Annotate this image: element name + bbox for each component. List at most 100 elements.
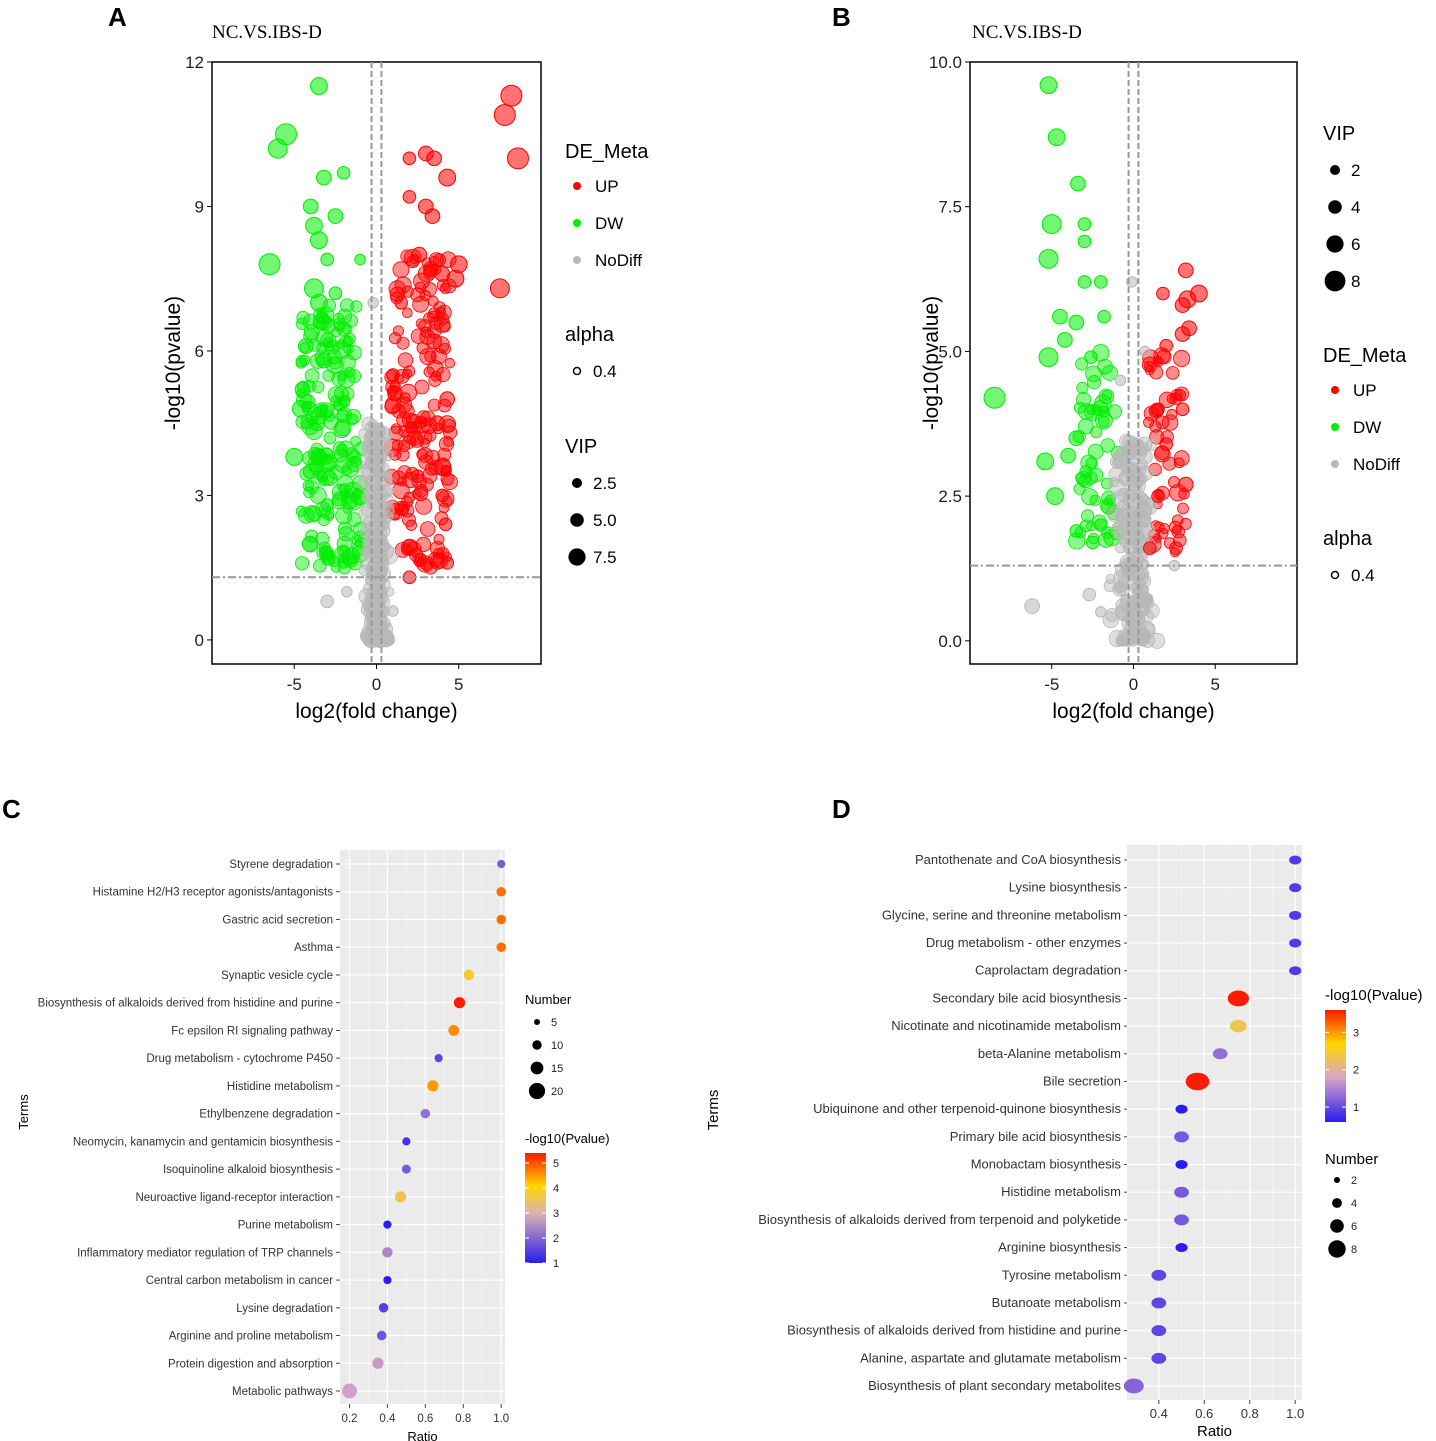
enrichment-dot	[1185, 1072, 1210, 1091]
enrichment-dot	[1289, 938, 1302, 948]
point-dw	[336, 165, 351, 180]
point-nodiff	[1108, 467, 1123, 482]
point-nodiff	[1115, 598, 1129, 612]
point-nodiff	[1105, 574, 1116, 585]
legend-color-bar	[525, 1153, 546, 1263]
enrichment-dot	[420, 1108, 431, 1119]
point-dw	[1075, 357, 1089, 371]
x-axis-label: Ratio	[1197, 1423, 1232, 1440]
point-up	[1159, 338, 1173, 353]
point-up	[1152, 355, 1163, 366]
x-tick-label: -5	[287, 675, 302, 694]
point-up	[397, 476, 407, 487]
point-nodiff	[1112, 582, 1127, 597]
enrichment-dot	[382, 1247, 393, 1258]
point-dw	[332, 491, 348, 507]
point-up	[412, 552, 427, 567]
point-dw	[295, 357, 307, 369]
plot-background	[1127, 845, 1302, 1400]
enrichment-dots	[342, 859, 506, 1399]
legend-size-swatch	[572, 478, 582, 488]
point-up	[1158, 523, 1170, 534]
point-dw	[320, 498, 334, 512]
legend-size-swatch	[1330, 1219, 1344, 1233]
term-label: Histidine metabolism	[227, 1081, 333, 1093]
legend-color-label: 2	[1353, 1065, 1359, 1077]
point-up	[439, 391, 456, 407]
enrichment-dot	[1151, 1352, 1167, 1364]
point-dw	[1052, 308, 1068, 325]
point-dw	[339, 298, 354, 313]
point-up	[413, 485, 429, 502]
point-up	[442, 425, 458, 440]
enrichment-dot	[378, 1303, 389, 1313]
plot-title: NC.VS.IBS-D	[212, 22, 322, 43]
point-up	[1173, 349, 1191, 368]
x-tick-label: -5	[1044, 675, 1059, 694]
term-label: Butanoate metabolism	[992, 1295, 1121, 1310]
point-dw	[1081, 509, 1095, 523]
point-dw	[1075, 470, 1091, 487]
enrichment-dot	[401, 1164, 411, 1174]
legend-title-pvalue: -log10(Pvalue)	[525, 1131, 610, 1146]
point-dw	[294, 381, 311, 398]
point-nodiff	[1024, 598, 1040, 614]
point-dw	[267, 138, 288, 159]
point-dw	[294, 556, 310, 571]
point-nodiff	[1115, 542, 1126, 554]
point-dw	[1069, 524, 1084, 538]
point-dw	[324, 511, 335, 521]
point-up	[397, 501, 408, 512]
point-nodiff	[1135, 591, 1153, 609]
point-up	[402, 307, 413, 318]
point-up	[438, 168, 457, 187]
term-label: Arginine and proline metabolism	[169, 1331, 333, 1343]
point-dw	[336, 475, 354, 493]
enrichment-dot	[1175, 1160, 1188, 1170]
point-dw	[337, 308, 353, 324]
point-up	[1179, 517, 1192, 530]
point-nodiff	[1095, 606, 1107, 618]
point-up	[1169, 541, 1183, 556]
point-dw	[1056, 331, 1073, 348]
point-dw	[1078, 403, 1095, 420]
point-dw	[301, 535, 318, 552]
term-label: Drug metabolism - other enzymes	[926, 935, 1122, 950]
point-up	[401, 285, 414, 298]
point-up	[1156, 286, 1170, 301]
term-label: Central carbon metabolism in cancer	[146, 1275, 333, 1287]
point-dw	[337, 521, 352, 536]
point-up	[1174, 297, 1191, 313]
legend-title-number: Number	[1325, 1151, 1378, 1168]
legend-size-swatch	[530, 1061, 544, 1075]
legend-label-up: UP	[1353, 381, 1377, 400]
legend-title-vip: VIP	[1323, 123, 1355, 145]
point-dw	[310, 442, 324, 456]
point-dw	[303, 505, 321, 523]
plot-background	[340, 850, 505, 1404]
legend-swatch-dw	[1331, 423, 1339, 431]
point-dw	[314, 402, 329, 417]
point-nodiff	[1102, 611, 1120, 628]
point-dw	[1107, 404, 1122, 419]
point-nodiff	[341, 586, 353, 598]
point-nodiff	[360, 602, 376, 617]
legend-size-label: 2	[1351, 1175, 1357, 1187]
point-dw	[310, 448, 327, 466]
point-dw	[297, 338, 314, 354]
legend-swatch-nodiff	[573, 256, 581, 264]
enrichment-dot	[1174, 1214, 1189, 1226]
point-nodiff	[365, 454, 384, 473]
point-nodiff	[1140, 621, 1156, 637]
point-up	[410, 469, 425, 483]
point-dw	[298, 354, 311, 366]
point-dw	[308, 446, 323, 462]
x-tick-label: 0	[372, 675, 381, 694]
legend-title-de-meta: DE_Meta	[1323, 345, 1407, 367]
point-dw	[347, 449, 362, 464]
legend-title-alpha: alpha	[1323, 528, 1373, 550]
legend-size-swatch	[532, 1040, 542, 1050]
point-up	[392, 325, 404, 337]
term-label: Tyrosine metabolism	[1002, 1267, 1121, 1282]
